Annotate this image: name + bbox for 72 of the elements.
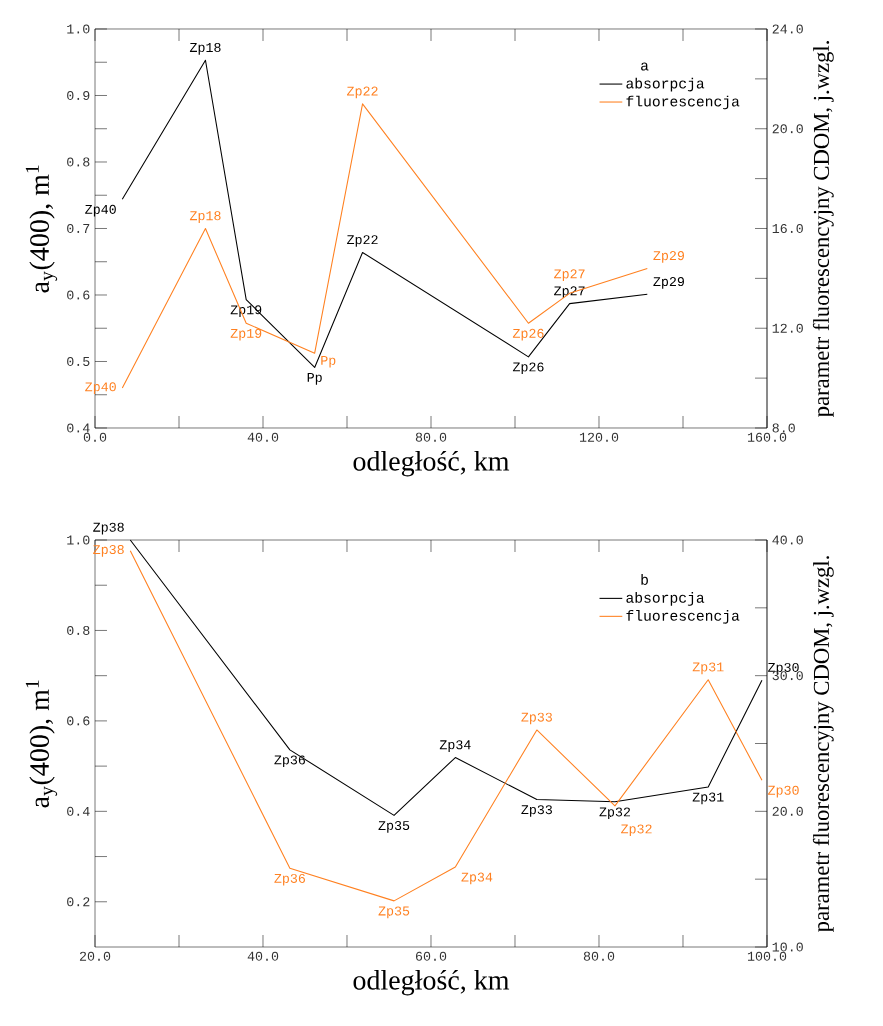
data-label: Pp — [321, 356, 336, 368]
data-label: Zp34 — [461, 872, 493, 885]
y-axis-title: a$_{y}$(400), m$^{1}$ — [25, 680, 58, 808]
data-label: Zp35 — [378, 821, 410, 833]
data-label: Zp19 — [230, 328, 262, 341]
y-tick-label: 0.8 — [67, 157, 90, 167]
y2-tick-label: 8.0 — [772, 423, 795, 433]
y-axis-title: a$_{y}$(400), m$^{1}$ — [25, 165, 58, 293]
x-tick-label: 20.0 — [79, 951, 111, 961]
y2-tick-label: 16.0 — [772, 223, 803, 234]
y-tick-label: 0.8 — [67, 625, 90, 635]
x-tick-label: 120.0 — [579, 432, 619, 442]
legend-label: absorpcja — [626, 592, 705, 606]
data-label: Zp33 — [521, 805, 552, 817]
y2-axis-title: parametr fluorescencyjny CDOM, j.wzgl. — [812, 556, 834, 932]
data-label: Zp40 — [85, 382, 116, 394]
y-tick-label: 1.0 — [67, 535, 90, 545]
y-tick-label: 0.2 — [67, 897, 90, 907]
x-tick-label: 80.0 — [583, 951, 615, 961]
data-label: Zp34 — [439, 740, 471, 752]
legend-label: fluorescencja — [626, 610, 740, 624]
y-tick-label: 1.0 — [67, 24, 90, 34]
data-label: Pp — [307, 373, 322, 385]
data-label: Zp40 — [85, 204, 116, 217]
y-tick-label: 0.7 — [67, 223, 90, 234]
y2-tick-label: 40.0 — [772, 535, 803, 545]
data-label: Zp31 — [692, 792, 724, 805]
x-tick-label: 80.0 — [415, 432, 447, 442]
y-tick-label: 0.4 — [67, 806, 90, 816]
x-tick-label: 60.0 — [415, 951, 447, 961]
line-series — [129, 550, 763, 902]
x-tick-label: 100.0 — [747, 951, 787, 961]
data-label: Zp30 — [768, 785, 799, 798]
legend-title: a — [641, 62, 649, 71]
x-tick-label: 0.0 — [83, 432, 107, 442]
data-label: Zp22 — [347, 235, 378, 247]
data-label: Zp27 — [554, 269, 585, 282]
data-label: Zp22 — [347, 86, 378, 99]
y-tick-label: 0.9 — [67, 90, 90, 101]
x-axis-title: odległość, km — [353, 969, 510, 996]
y2-tick-label: 10.0 — [772, 942, 803, 952]
data-label: Zp32 — [599, 807, 631, 820]
legend-label: absorpcja — [626, 77, 705, 92]
x-axis-title: odległość, km — [353, 450, 510, 477]
y-tick-label: 0.5 — [67, 356, 90, 367]
legend-label: fluorescencja — [626, 95, 740, 110]
data-label: Zp18 — [189, 211, 221, 223]
data-label: Zp29 — [653, 277, 684, 289]
data-label: Zp26 — [512, 328, 544, 341]
legend-title: b — [641, 574, 648, 585]
y2-tick-label: 20.0 — [772, 806, 803, 816]
data-label: Zp32 — [621, 824, 652, 837]
x-tick-label: 40.0 — [247, 951, 279, 961]
data-label: Zp18 — [189, 42, 221, 55]
y2-tick-label: 12.0 — [772, 323, 803, 333]
data-label: Zp36 — [274, 755, 306, 768]
x-tick-label: 160.0 — [747, 432, 787, 442]
data-label: Zp36 — [274, 873, 306, 886]
data-label: Zp38 — [93, 522, 124, 535]
x-tick-label: 40.0 — [247, 432, 279, 442]
y2-axis-title: parametr fluorescencyjny CDOM, j.wzgl. — [812, 41, 834, 417]
y2-tick-label: 24.0 — [772, 24, 803, 34]
data-label: Zp38 — [93, 545, 124, 557]
y-tick-label: 0.6 — [67, 290, 90, 300]
y-tick-label: 0.6 — [67, 716, 90, 726]
data-label: Zp29 — [653, 251, 684, 263]
data-label: Zp31 — [692, 662, 724, 675]
data-label: Zp33 — [521, 712, 552, 725]
y-tick-label: 0.4 — [67, 423, 90, 433]
data-label: Zp26 — [512, 362, 544, 375]
data-label: Zp35 — [378, 906, 410, 919]
y2-tick-label: 20.0 — [772, 124, 803, 134]
